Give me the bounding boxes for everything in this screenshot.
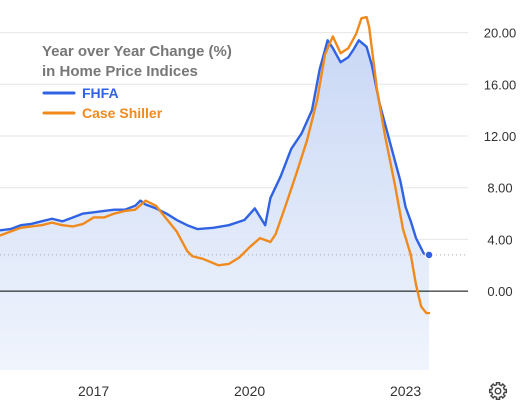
fhfa-last-point-marker[interactable] xyxy=(424,250,434,260)
x-tick-label: 2017 xyxy=(78,383,109,399)
y-tick-label: 4.00 xyxy=(487,232,512,247)
case-shiller-series-line xyxy=(0,15,431,315)
gear-outline xyxy=(488,381,508,401)
x-tick-label: 2023 xyxy=(390,383,421,399)
legend-label: Case Shiller xyxy=(82,105,163,121)
y-tick-label: 20.00 xyxy=(484,26,517,41)
fhfa-area-fill xyxy=(0,40,429,370)
gear-icon[interactable] xyxy=(488,381,508,401)
x-tick-label: 2020 xyxy=(234,383,265,399)
chart-title-line: in Home Price Indices xyxy=(42,63,198,80)
y-tick-label: 12.00 xyxy=(484,129,517,144)
gear-hole xyxy=(494,387,502,395)
legend-label: FHFA xyxy=(82,85,119,101)
chart-title-line: Year over Year Change (%) xyxy=(42,43,232,60)
y-tick-label: 8.00 xyxy=(487,181,512,196)
y-tick-label: 16.00 xyxy=(484,77,517,92)
y-tick-label: 0.00 xyxy=(487,284,512,299)
